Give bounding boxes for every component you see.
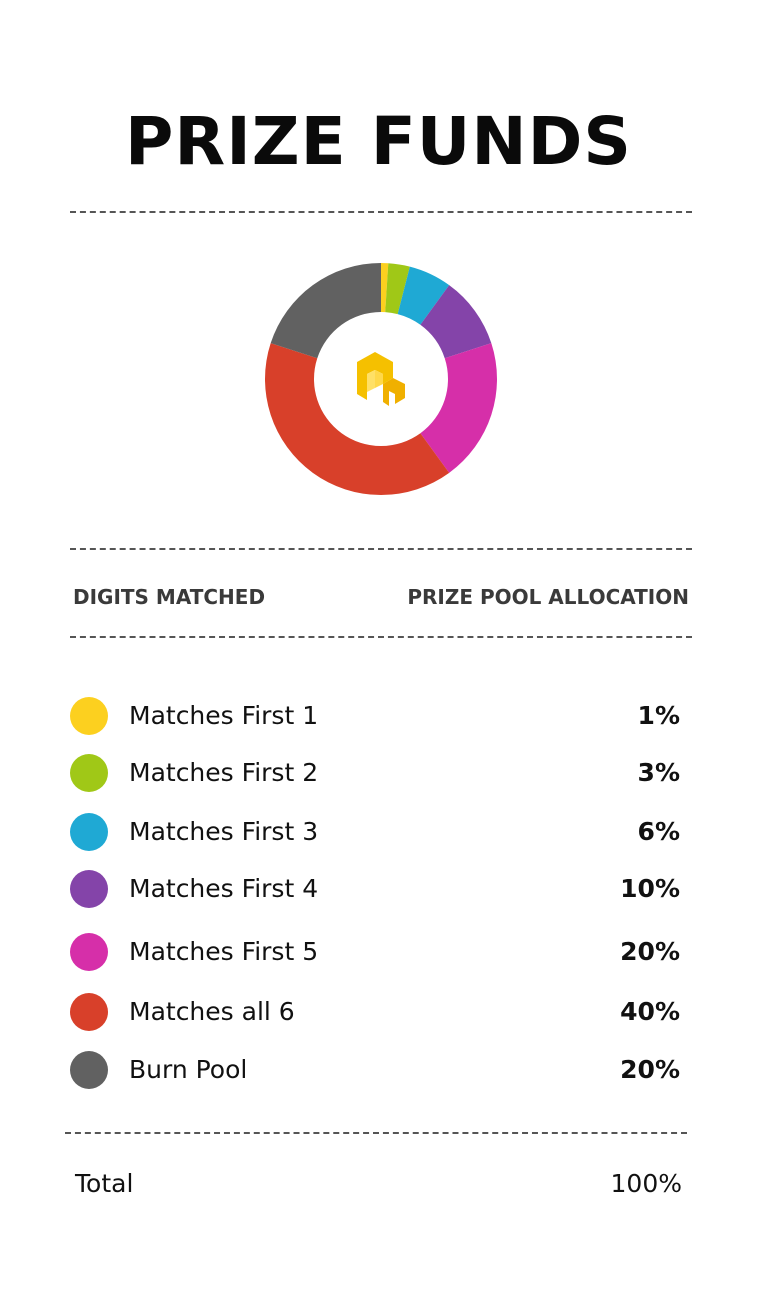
legend-value: 20% [620, 937, 680, 966]
divider-middle [70, 548, 692, 550]
divider-top [70, 211, 692, 213]
donut-slice [265, 343, 450, 496]
legend-label: Matches all 6 [129, 997, 295, 1026]
legend-value: 1% [637, 701, 680, 730]
legend-value: 6% [637, 817, 680, 846]
legend-value: 40% [620, 997, 680, 1026]
legend-row: Matches all 6 40% [68, 992, 682, 1032]
column-header-prize-pool-allocation: PRIZE POOL ALLOCATION [407, 585, 689, 609]
legend-label: Burn Pool [129, 1055, 248, 1084]
legend-label: Matches First 1 [129, 701, 319, 730]
donut-chart-svg [265, 263, 497, 496]
legend-row: Matches First 2 3% [68, 753, 682, 793]
legend-swatch [70, 1051, 108, 1089]
legend-label: Matches First 2 [129, 758, 319, 787]
legend-label: Matches First 5 [129, 937, 319, 966]
legend-row: Burn Pool 20% [68, 1050, 682, 1090]
legend-row: Matches First 4 10% [68, 869, 682, 909]
column-header-digits-matched: DIGITS MATCHED [73, 585, 266, 609]
total-value: 100% [610, 1169, 682, 1198]
donut-slice [420, 343, 497, 473]
donut-chart [262, 260, 500, 498]
legend-row: Matches First 1 1% [68, 696, 682, 736]
donut-slice [385, 263, 410, 315]
legend-label: Matches First 4 [129, 874, 319, 903]
donut-slice [270, 263, 381, 359]
donut-slice [420, 285, 492, 359]
page-title: PRIZE FUNDS [125, 103, 632, 180]
total-label: Total [75, 1169, 134, 1198]
legend-swatch [70, 933, 108, 971]
legend-row: Matches First 3 6% [68, 812, 682, 852]
divider-bottom [65, 1132, 687, 1134]
legend-swatch [70, 993, 108, 1031]
yellow-logo-icon [357, 352, 405, 406]
legend-row: Matches First 5 20% [68, 932, 682, 972]
legend-value: 20% [620, 1055, 680, 1084]
legend-label: Matches First 3 [129, 817, 319, 846]
donut-slice [397, 266, 450, 325]
legend-swatch [70, 870, 108, 908]
legend-value: 10% [620, 874, 680, 903]
legend-swatch [70, 813, 108, 851]
legend-swatch [70, 697, 108, 735]
legend-swatch [70, 754, 108, 792]
legend-value: 3% [637, 758, 680, 787]
donut-slice [381, 263, 389, 313]
divider-header [70, 636, 692, 638]
